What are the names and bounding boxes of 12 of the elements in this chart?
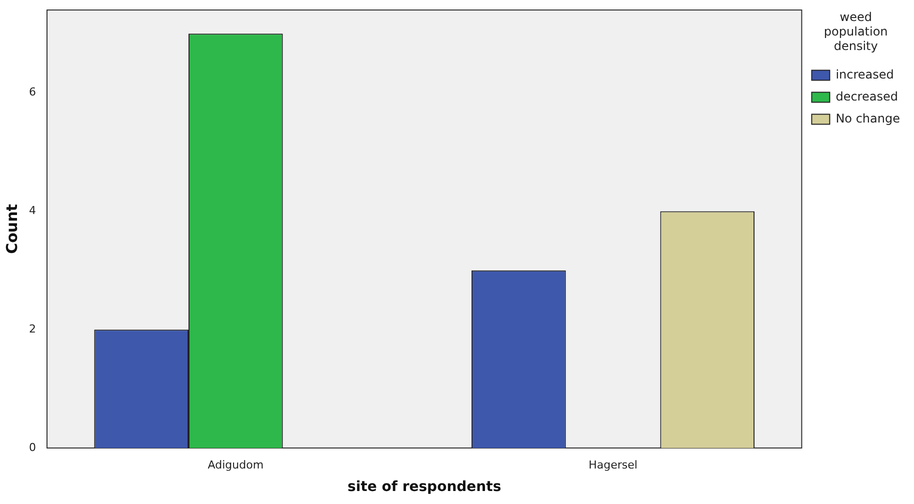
x-tick-label: Hagersel [588, 458, 638, 472]
legend-label: No change [836, 111, 900, 126]
y-tick-label: 2 [29, 322, 36, 336]
legend-title: weed population density [824, 10, 888, 53]
y-axis-title: Count [2, 204, 21, 254]
legend-label: increased [836, 67, 894, 82]
x-tick-label: Adigudom [208, 458, 264, 472]
y-tick-label: 0 [29, 440, 36, 454]
y-tick-label: 4 [29, 204, 36, 218]
y-tick-label: 6 [29, 86, 36, 99]
legend-label: decreased [836, 89, 898, 104]
x-axis-title: site of respondents [348, 479, 502, 496]
